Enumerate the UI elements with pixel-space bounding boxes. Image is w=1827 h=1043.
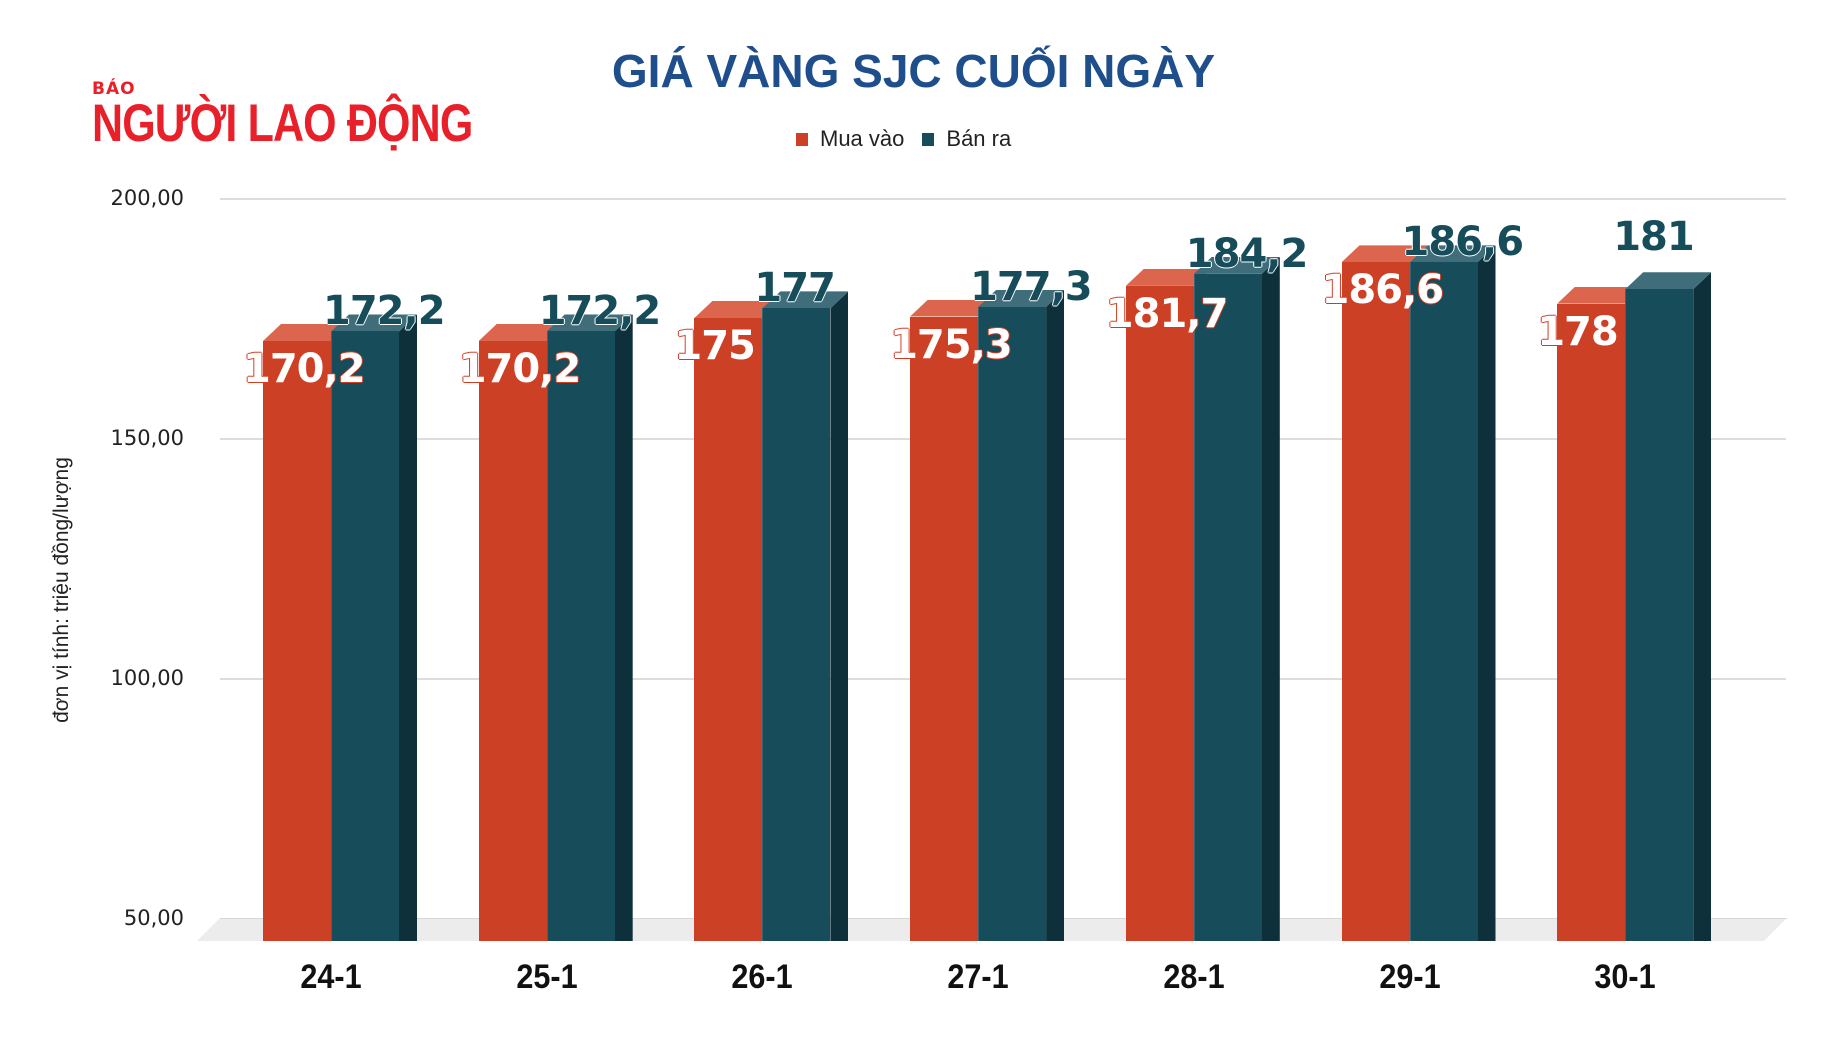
bar-sell [546, 331, 615, 941]
data-label-sell: 177,3 [970, 263, 1093, 310]
bar-top-sell [978, 289, 1065, 307]
y-tick-200: 200,00 [110, 186, 184, 210]
bar-side-sell [830, 291, 849, 941]
logo-bao-text: BÁO [92, 79, 136, 99]
x-tick-label: 26-1 [731, 958, 794, 996]
bar-top-buy [1341, 245, 1428, 263]
bar-buy [694, 318, 763, 941]
bar-top-buy [694, 301, 781, 318]
bar-side-sell [1477, 245, 1496, 941]
legend-label-sell: Bán ra [946, 126, 1012, 151]
chart-legend: Mua vào Bán ra [796, 126, 1029, 152]
bar-buy [478, 341, 547, 941]
bar-top-buy [263, 324, 349, 342]
legend-swatch-sell-icon [922, 132, 935, 146]
bar-top-sell [1409, 245, 1496, 263]
x-tick-label: 27-1 [947, 958, 1009, 996]
data-label-sell: 181 [1613, 214, 1694, 261]
data-label-buy: 175 [674, 323, 755, 369]
bar-top-sell [1625, 272, 1712, 290]
bar-buy [263, 341, 331, 941]
bar-side-sell [1261, 256, 1280, 941]
y-tick-150: 150,00 [110, 426, 184, 450]
logo-name-text: NGƯỜI LAO ĐỘNG [92, 93, 473, 153]
data-label-buy: 178 [1537, 308, 1618, 355]
bar-sell [978, 306, 1047, 941]
bar-top-sell [546, 314, 633, 332]
data-label-sell: 172,2 [538, 288, 662, 335]
x-tick-label: 30-1 [1594, 958, 1656, 996]
data-label-sell: 184,2 [1185, 230, 1309, 277]
data-label-sell: 186,6 [1401, 219, 1525, 266]
data-label-buy: 170,2 [458, 346, 582, 393]
bar-side-sell [1046, 289, 1065, 941]
bar-top-buy [910, 299, 997, 317]
bar-top-sell [1193, 256, 1280, 274]
bar-sell [762, 308, 831, 941]
bar-side-sell [1693, 272, 1712, 941]
bar-buy [1557, 303, 1626, 941]
bar-sell [1193, 273, 1262, 941]
x-tick-label: 24-1 [300, 958, 362, 996]
data-label-sell: 177 [754, 265, 835, 312]
data-label-buy: 170,2 [243, 346, 366, 393]
bar-top-sell [331, 314, 417, 332]
legend-item-buy: Mua vào [796, 126, 904, 152]
bar-sell [1409, 262, 1478, 941]
gridline-200 [220, 198, 1786, 200]
bar-buy [1341, 262, 1410, 941]
x-tick-label: 25-1 [516, 958, 578, 996]
bar-top-buy [1125, 268, 1212, 286]
legend-swatch-buy-icon [796, 132, 808, 146]
chart-title: GIÁ VÀNG SJC CUỐI NGÀY [611, 45, 1216, 97]
data-label-buy: 175,3 [890, 321, 1013, 368]
data-label-sell: 172,2 [323, 288, 446, 335]
bar-side-sell [399, 314, 417, 941]
bar-side-sell [614, 314, 633, 941]
bar-buy [910, 316, 979, 941]
data-label-buy: 181,7 [1105, 290, 1229, 337]
bar-sell [331, 331, 399, 941]
bar-top-sell [762, 291, 849, 309]
legend-label-buy: Mua vào [820, 126, 905, 151]
x-tick-label: 29-1 [1378, 958, 1441, 996]
y-tick-100: 100,00 [110, 666, 184, 690]
data-label-buy: 186,6 [1321, 267, 1445, 314]
x-tick-label: 28-1 [1163, 958, 1225, 996]
y-axis-label: đơn vị tính: triệu đồng/lượng [50, 457, 73, 723]
legend-item-sell: Bán ra [922, 126, 1011, 152]
bar-buy [1125, 285, 1194, 941]
y-tick-50: 50,00 [123, 906, 184, 930]
bar-top-buy [478, 324, 565, 342]
bar-top-buy [1557, 286, 1644, 304]
bar-sell [1625, 289, 1694, 941]
newspaper-logo: BÁO NGƯỜI LAO ĐỘNG [92, 79, 534, 153]
